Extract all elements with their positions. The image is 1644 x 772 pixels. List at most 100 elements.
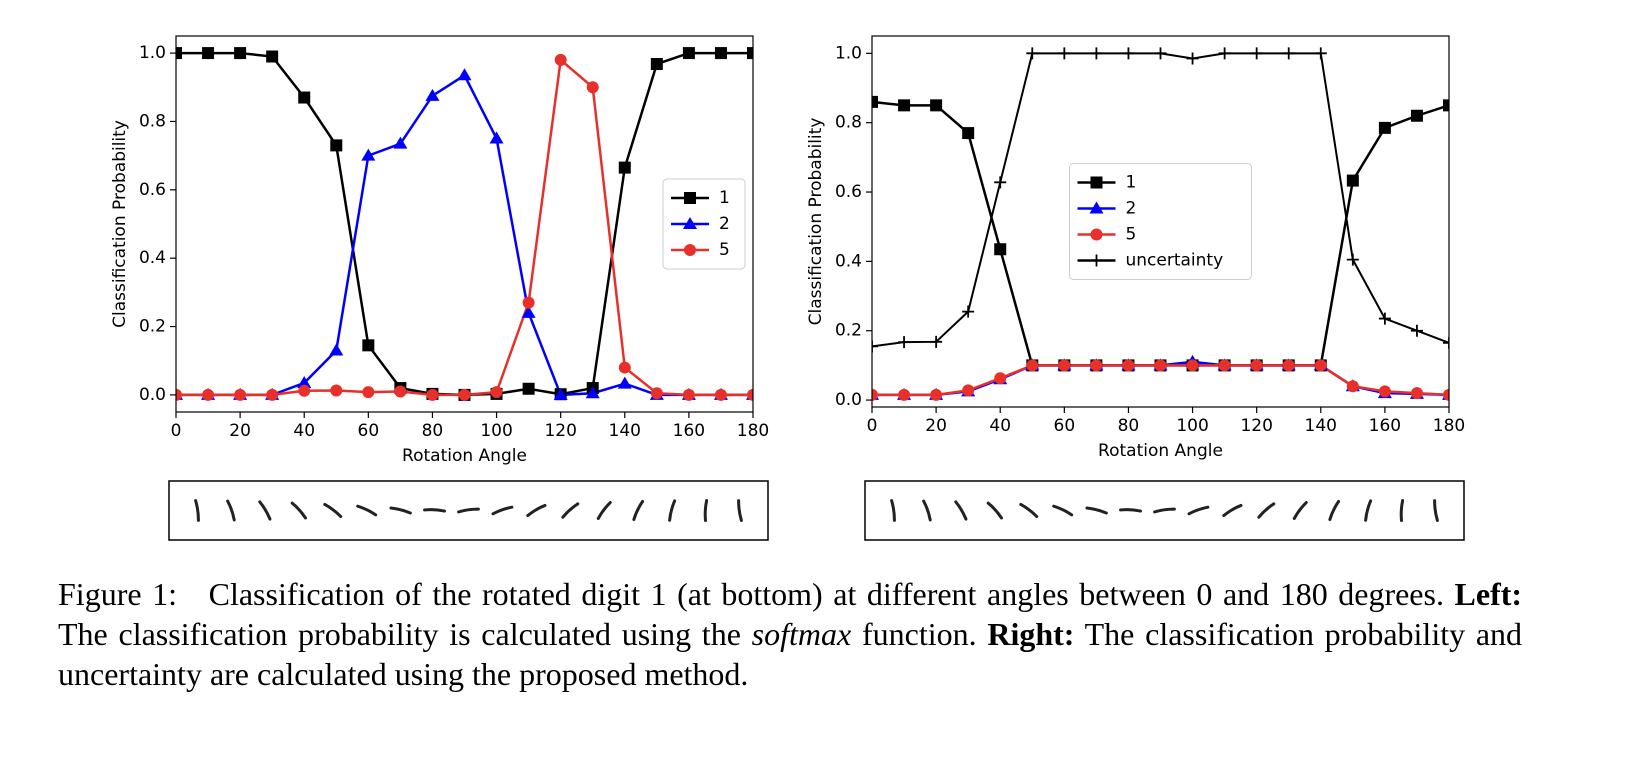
marker — [994, 243, 1007, 256]
marker — [1250, 47, 1263, 60]
marker — [618, 361, 631, 374]
caption-left-label: Left: — [1454, 576, 1523, 612]
marker — [1346, 174, 1359, 187]
y-tick-label: 0.8 — [835, 113, 862, 133]
digit — [194, 499, 200, 522]
marker — [962, 384, 975, 397]
caption-emph: softmax — [751, 616, 852, 652]
x-tick-label: 120 — [544, 421, 576, 441]
marker — [962, 127, 975, 140]
marker — [618, 161, 631, 174]
digit — [954, 500, 968, 521]
digit — [1019, 502, 1039, 519]
caption-right-label: Right: — [987, 616, 1075, 652]
x-tick-label: 100 — [480, 421, 512, 441]
marker — [872, 95, 878, 108]
marker — [176, 47, 182, 60]
marker — [1282, 359, 1295, 372]
marker — [962, 305, 975, 318]
marker — [362, 386, 375, 399]
marker — [1186, 52, 1199, 65]
marker — [361, 148, 376, 161]
y-tick-label: 0.6 — [835, 182, 862, 202]
marker — [684, 244, 696, 256]
digit — [1328, 499, 1341, 522]
digit — [1085, 506, 1108, 515]
digit — [596, 501, 612, 520]
marker — [330, 139, 343, 152]
caption-label: Figure 1: — [58, 576, 177, 612]
y-tick-label: 0.4 — [139, 248, 166, 268]
marker — [1314, 47, 1327, 60]
marker — [176, 388, 182, 401]
x-tick-label: 120 — [1240, 416, 1272, 436]
digit — [1364, 499, 1373, 522]
marker — [1122, 359, 1135, 372]
digit — [1222, 503, 1243, 518]
marker — [522, 296, 535, 309]
marker — [747, 388, 753, 401]
axes-frame — [175, 35, 754, 413]
marker — [617, 376, 632, 389]
digit — [457, 507, 480, 514]
marker — [930, 335, 943, 348]
marker — [1443, 336, 1449, 349]
marker — [1090, 254, 1103, 267]
legend-label: 2 — [1126, 199, 1137, 219]
marker — [1443, 388, 1449, 401]
marker — [202, 47, 215, 60]
marker — [585, 386, 600, 399]
digit — [703, 499, 709, 522]
marker — [994, 176, 1007, 189]
y-axis-label: Classification Probability — [110, 120, 130, 328]
digit — [1119, 508, 1143, 513]
marker — [898, 388, 911, 401]
x-tick-label: 60 — [1054, 416, 1076, 436]
y-tick-label: 1.0 — [835, 43, 862, 63]
marker — [684, 192, 696, 204]
digit — [491, 505, 514, 516]
marker — [521, 305, 536, 318]
digit — [323, 502, 343, 519]
legend-label: 1 — [1126, 173, 1137, 193]
digit — [226, 499, 236, 522]
legend-label: 5 — [719, 240, 730, 260]
caption-left-text: The classification probability is calcul… — [58, 616, 741, 652]
marker — [1346, 253, 1359, 266]
x-tick-label: 160 — [673, 421, 705, 441]
marker — [650, 58, 663, 71]
digit — [922, 499, 932, 522]
marker — [586, 81, 599, 94]
marker — [522, 382, 535, 395]
plot-area — [872, 47, 1449, 401]
digit — [526, 503, 547, 518]
digit — [561, 502, 580, 519]
marker — [1090, 228, 1103, 241]
y-tick-label: 0.8 — [139, 111, 166, 131]
legend-label: uncertainty — [1126, 251, 1224, 271]
digit — [1187, 505, 1210, 516]
marker — [458, 388, 471, 401]
marker — [898, 99, 911, 112]
x-tick-label: 20 — [229, 421, 251, 441]
marker — [898, 336, 911, 349]
marker — [1378, 312, 1391, 325]
marker — [266, 50, 279, 63]
x-tick-label: 20 — [925, 416, 947, 436]
marker — [457, 68, 472, 81]
x-tick-label: 60 — [358, 421, 380, 441]
marker — [490, 386, 503, 399]
digit — [356, 504, 378, 517]
y-tick-label: 0.6 — [139, 180, 166, 200]
marker — [1154, 359, 1167, 372]
marker — [298, 91, 311, 104]
marker — [553, 387, 568, 400]
marker — [872, 340, 878, 353]
marker — [1058, 47, 1071, 60]
digit — [890, 499, 896, 522]
marker — [394, 385, 407, 398]
x-tick-label: 100 — [1176, 416, 1208, 436]
marker — [297, 375, 312, 388]
caption-right-text: The classification probability and uncer… — [58, 616, 1523, 692]
